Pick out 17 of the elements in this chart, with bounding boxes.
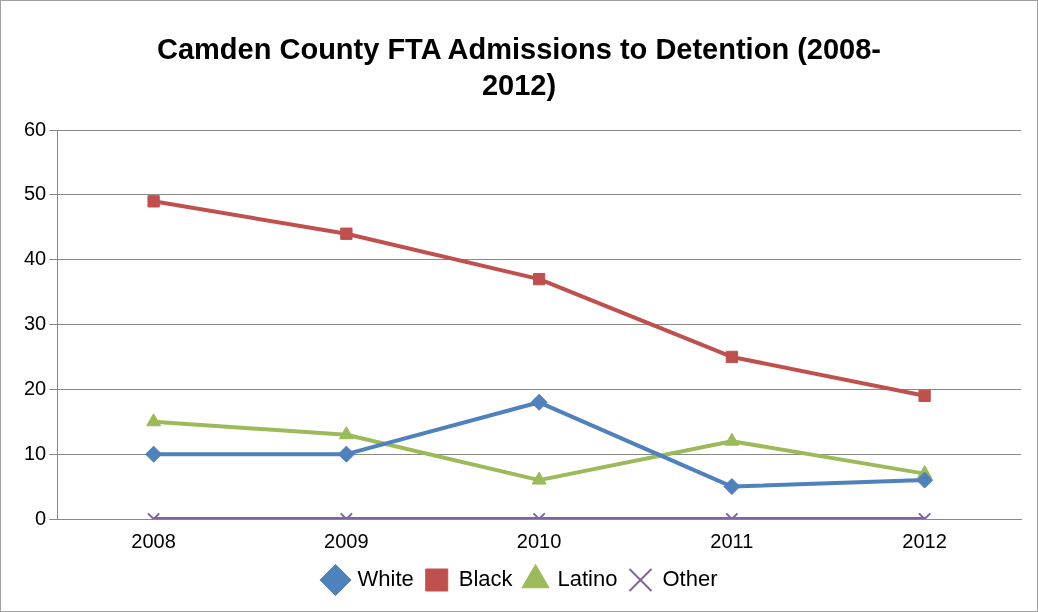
y-tick-label: 10 xyxy=(24,441,47,464)
x-tick-label: 2010 xyxy=(516,529,562,552)
chart-title: Camden County FTA Admissions to Detention (2008-2012) xyxy=(156,32,882,103)
y-tick-label: 40 xyxy=(24,247,47,270)
y-tick-label: 0 xyxy=(35,506,47,529)
legend-label: White xyxy=(357,566,414,592)
legend-label: Black xyxy=(458,566,514,592)
x-tick-label: 2011 xyxy=(710,529,754,552)
legend-label: Latino xyxy=(557,566,618,592)
x-tick-label: 2012 xyxy=(902,529,947,552)
y-tick-label: 20 xyxy=(24,376,47,399)
x-tick-label: 2008 xyxy=(131,529,176,552)
x-tick-label: 2009 xyxy=(324,529,369,552)
y-tick-label: 60 xyxy=(24,117,47,140)
legend-label: Other xyxy=(662,566,718,592)
y-tick-label: 30 xyxy=(24,312,47,335)
y-tick-label: 50 xyxy=(24,182,47,205)
